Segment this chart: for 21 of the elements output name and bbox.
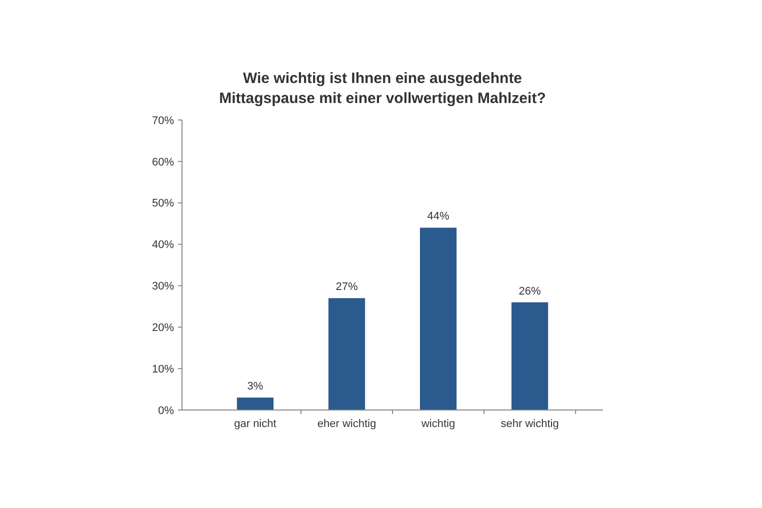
y-tick-label: 30% <box>152 280 174 293</box>
y-tick-label: 10% <box>152 363 174 376</box>
x-tick-label: eher wichtig <box>317 418 376 430</box>
y-tick-label: 70% <box>152 114 174 127</box>
bar <box>236 398 274 410</box>
data-label: 26% <box>518 285 541 298</box>
bar <box>420 228 457 410</box>
y-tick-label: 20% <box>152 322 174 334</box>
y-tick-label: 0% <box>158 404 174 417</box>
data-label: 44% <box>427 210 450 223</box>
x-tick-label: gar nicht <box>234 418 276 430</box>
y-tick-label: 50% <box>152 198 174 210</box>
data-label: 27% <box>336 281 358 294</box>
y-tick-label: 60% <box>152 156 174 168</box>
y-tick-label: 40% <box>152 239 174 252</box>
x-tick-label: wichtig <box>420 418 456 430</box>
data-label: 3% <box>247 380 264 393</box>
x-tick-label: sehr wichtig <box>500 418 559 430</box>
bar <box>328 298 366 410</box>
bar <box>511 302 548 410</box>
chart-title: Wie wichtig ist Ihnen eine ausgedehnte Mittagspause mit einer vollwertigen Mahlzeit? <box>219 70 546 107</box>
